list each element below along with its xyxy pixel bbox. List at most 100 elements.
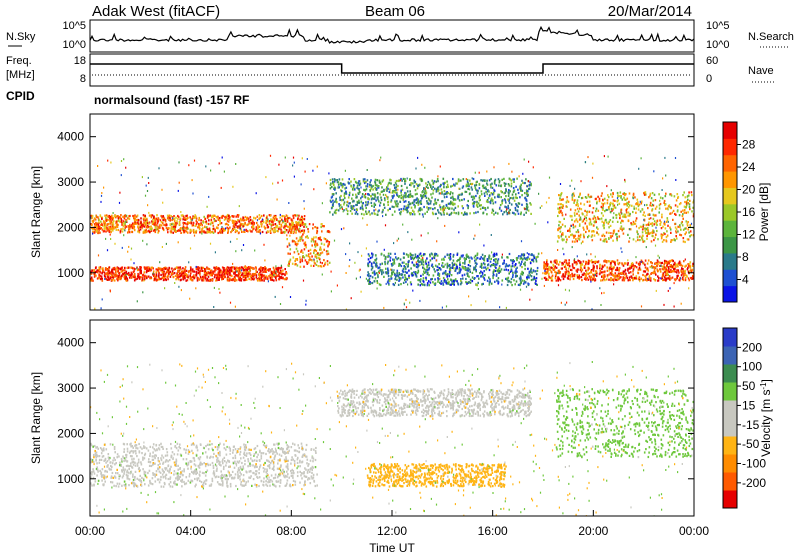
range-cell — [153, 223, 155, 226]
range-cell — [176, 276, 178, 279]
range-cell — [251, 274, 253, 277]
range-cell — [511, 193, 514, 196]
range-cell — [674, 279, 677, 282]
range-cell — [324, 263, 326, 266]
range-cell — [429, 281, 432, 284]
range-cell — [519, 279, 522, 282]
range-cell — [331, 185, 333, 189]
range-cell — [509, 197, 512, 200]
range-cell — [301, 219, 304, 222]
range-cell — [134, 221, 137, 224]
range-cell — [443, 271, 446, 274]
range-cell — [133, 219, 136, 222]
range-cell — [580, 270, 583, 273]
range-cell — [524, 192, 526, 195]
range-cell — [337, 183, 340, 186]
range-cell — [514, 208, 517, 212]
range-cell — [601, 234, 603, 237]
range-cell — [297, 239, 300, 243]
range-cell — [418, 207, 421, 210]
range-cell — [145, 223, 147, 226]
range-cell — [159, 223, 161, 226]
range-cell — [409, 190, 411, 193]
range-cell — [250, 278, 252, 281]
range-cell — [441, 206, 444, 209]
range-cell — [157, 275, 160, 278]
range-cell — [331, 204, 334, 207]
range-cell — [262, 270, 264, 273]
range-cell — [277, 266, 280, 269]
range-cell — [302, 233, 304, 236]
range-cell — [275, 216, 277, 219]
range-cell — [474, 266, 477, 269]
range-cell — [426, 210, 428, 213]
range-cell — [441, 191, 443, 194]
range-cell — [189, 231, 192, 234]
range-cell — [438, 267, 441, 270]
range-cell — [361, 195, 363, 198]
range-cell — [490, 282, 493, 285]
range-cell — [497, 193, 499, 196]
range-cell — [544, 271, 547, 274]
range-cell — [468, 275, 470, 278]
range-cell — [419, 178, 422, 181]
range-cell — [501, 178, 503, 181]
range-cell — [604, 279, 606, 282]
range-cell — [311, 244, 313, 247]
range-cell — [615, 274, 618, 277]
range-cell — [515, 280, 518, 283]
range-cell — [635, 261, 638, 264]
range-cell — [154, 217, 156, 220]
range-cell — [420, 261, 423, 264]
range-cell — [475, 283, 478, 286]
range-cell — [105, 268, 107, 271]
range-cell — [354, 212, 357, 215]
range-cell — [585, 269, 587, 272]
range-cell — [409, 183, 411, 186]
range-cell — [675, 199, 678, 202]
range-cell — [199, 275, 202, 278]
range-cell — [112, 223, 115, 226]
range-cell — [258, 230, 260, 233]
range-cell — [235, 229, 237, 232]
range-cell — [562, 277, 565, 281]
range-cell — [368, 274, 370, 278]
range-cell — [524, 197, 526, 200]
range-cell — [364, 178, 366, 181]
range-cell — [646, 262, 649, 265]
range-cell — [164, 266, 167, 269]
range-cell — [521, 266, 523, 269]
range-cell — [559, 197, 561, 200]
range-cell — [599, 265, 601, 268]
range-cell — [259, 269, 262, 272]
range-cell — [422, 260, 424, 263]
range-cell — [625, 193, 627, 196]
range-cell — [208, 279, 211, 282]
range-cell — [613, 206, 616, 209]
range-cell — [264, 266, 266, 269]
range-cell — [295, 237, 298, 240]
range-cell — [284, 223, 287, 226]
range-cell — [666, 263, 669, 266]
range-cell — [453, 263, 455, 266]
range-cell — [195, 272, 198, 275]
range-cell — [576, 274, 578, 277]
noise-panel-frame — [89, 19, 695, 53]
range-cell — [207, 270, 209, 274]
range-cell — [217, 271, 219, 274]
range-cell — [387, 209, 389, 212]
range-cell — [512, 197, 514, 200]
range-cell — [238, 276, 240, 279]
range-cell — [494, 178, 497, 181]
range-cell — [144, 221, 147, 224]
range-cell — [151, 220, 153, 223]
range-cell — [228, 268, 231, 271]
range-cell — [418, 279, 420, 282]
range-cell — [288, 262, 290, 265]
range-cell — [510, 265, 513, 268]
range-cell — [464, 190, 467, 193]
range-cell — [200, 222, 202, 225]
range-cell — [356, 213, 359, 216]
range-cell — [305, 244, 307, 247]
range-cell — [461, 193, 463, 196]
